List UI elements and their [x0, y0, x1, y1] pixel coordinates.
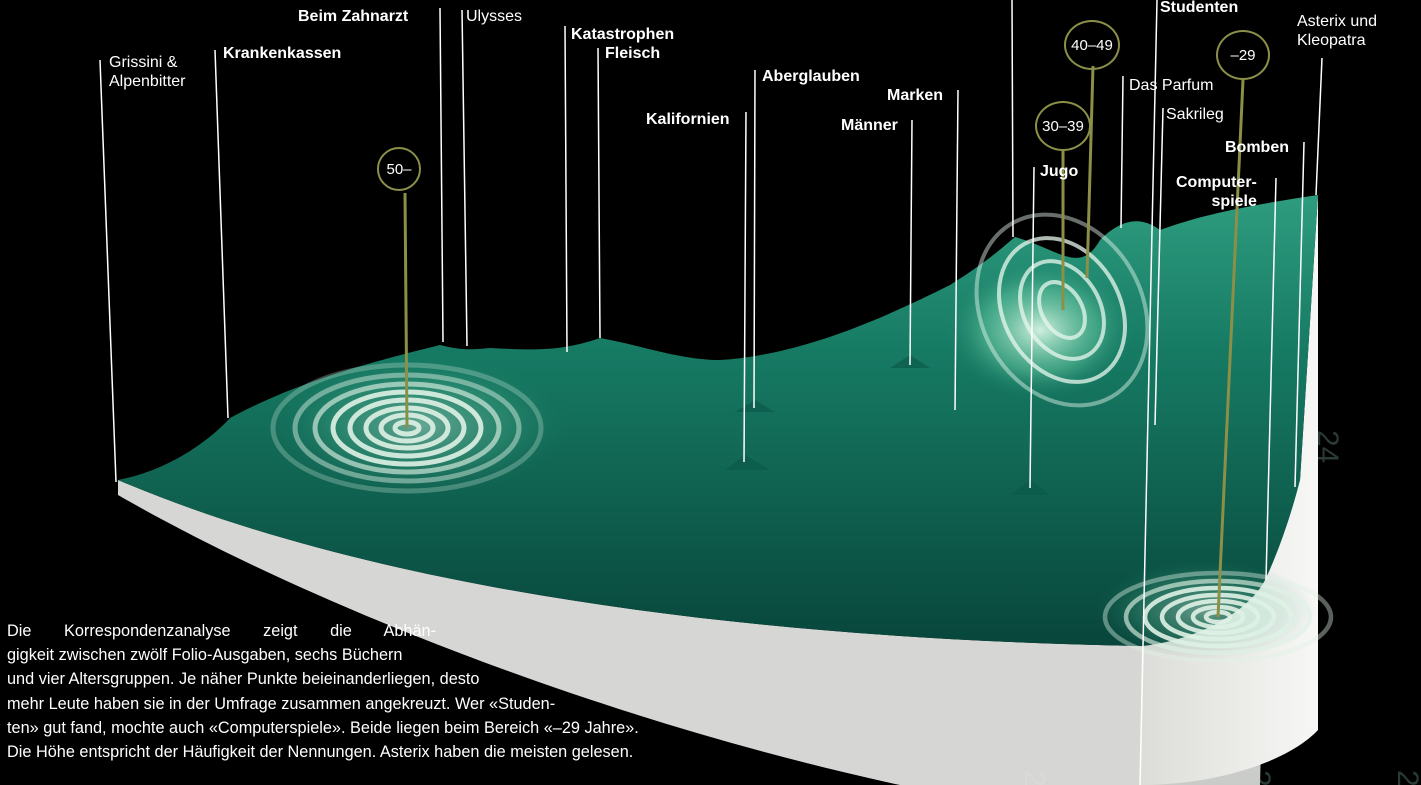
- base-left-lip: [118, 480, 1142, 785]
- pointer-lines: [99, 0, 1323, 785]
- label-asterix: Asterix und Kleopatra: [1297, 13, 1378, 49]
- age-sticks: [403, 65, 1245, 618]
- label-kalifornien: Kalifornien: [646, 111, 730, 128]
- age-group-50: 50–: [377, 147, 421, 191]
- age-group-40-49: 40–49: [1064, 20, 1120, 70]
- svg-text:23: 23: [1391, 770, 1421, 785]
- caption-line: Die Höhe entspricht der Häufigkeit der N…: [7, 743, 634, 762]
- label-computerspiele: Computer- spiele: [1176, 174, 1257, 210]
- caption-line: mehr Leute haben sie in der Umfrage zusa…: [7, 694, 556, 713]
- age-group-30-39: 30–39: [1035, 101, 1091, 151]
- label-aberglauben: Aberglauben: [762, 68, 860, 85]
- label-grissini: Grissini & Alpenbitter: [109, 54, 186, 90]
- label-das-parfum: Das Parfum: [1129, 77, 1214, 94]
- label-krankenkassen: Krankenkassen: [223, 45, 342, 62]
- glow-peak-40: [945, 260, 1135, 400]
- label-sakrileg: Sakrileg: [1166, 106, 1224, 123]
- label-studenten: Studenten: [1160, 0, 1239, 16]
- caption-line: und vier Altersgruppen. Je näher Punkte …: [7, 670, 480, 689]
- label-maenner: Männer: [841, 117, 898, 134]
- caption: Die Korrespondenzanalyse zeigt die Abhän…: [7, 619, 747, 764]
- label-bomben: Bomben: [1225, 139, 1289, 156]
- caption-line: ten» gut fand, mochte auch «Computerspie…: [7, 718, 639, 737]
- caption-line: Die Korrespondenzanalyse zeigt die Abhän…: [7, 622, 436, 640]
- label-marken: Marken: [887, 87, 944, 104]
- caption-line: gigkeit zwischen zwölf Folio-Ausgaben, s…: [7, 646, 403, 665]
- label-fleisch: Fleisch: [605, 45, 661, 62]
- label-katastrophen: Katastrophen: [571, 26, 675, 43]
- age-group-29: –29: [1216, 30, 1270, 80]
- rings-40: [974, 212, 1150, 408]
- label-jugo: Jugo: [1040, 163, 1079, 180]
- label-beim-zahnarzt: Beim Zahnarzt: [298, 8, 409, 25]
- label-ulysses: Ulysses: [466, 8, 523, 25]
